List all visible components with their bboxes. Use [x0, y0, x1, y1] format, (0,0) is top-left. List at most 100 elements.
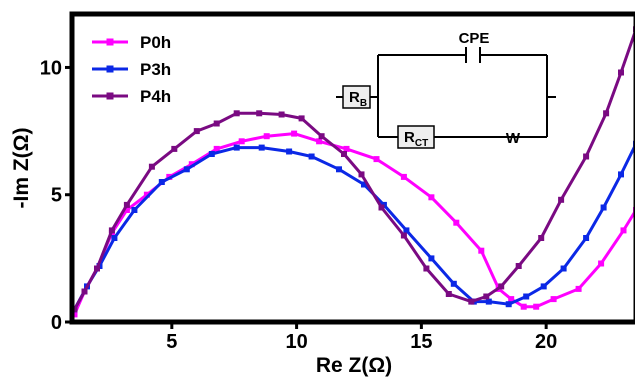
legend-item-p4h: P4h	[92, 87, 171, 106]
data-point-p3h-12	[336, 166, 342, 173]
data-point-p0h-11	[291, 130, 298, 137]
legend-label-p0h: P0h	[140, 33, 171, 52]
y-tick-label-0: 0	[51, 312, 62, 334]
rb-label-sub: B	[360, 98, 367, 109]
data-point-p3h-20	[505, 301, 512, 308]
data-point-p4h-9	[233, 110, 240, 117]
data-point-p4h-18	[423, 265, 430, 272]
data-point-p4h-13	[318, 133, 325, 140]
series-line-p0h	[73, 132, 635, 316]
x-axis-title: Re Z(Ω)	[316, 354, 392, 377]
data-point-p3h-21	[523, 293, 530, 300]
data-point-p4h-11	[278, 111, 285, 118]
data-point-p0h-26	[620, 227, 627, 234]
series-p0h	[71, 130, 635, 318]
data-point-p3h-9	[258, 144, 265, 151]
x-tick-label-20: 20	[535, 331, 557, 353]
data-point-p3h-13	[361, 181, 367, 188]
data-point-p4h-6	[171, 145, 178, 152]
rct-label-main: R	[404, 129, 415, 146]
rct-label: RCT	[404, 129, 428, 149]
data-point-p0h-23	[550, 296, 557, 303]
plot-frame	[69, 11, 635, 325]
data-point-p0h-15	[400, 173, 407, 180]
data-point-p0h-25	[598, 260, 605, 267]
data-point-p4h-8	[213, 120, 220, 127]
data-point-p4h-24	[538, 235, 545, 241]
series-layer	[71, 26, 635, 318]
data-point-p3h-25	[600, 204, 607, 211]
y-axis-title: -Im Z(Ω)	[10, 128, 33, 209]
data-point-p4h-22	[498, 283, 505, 290]
legend-label-p4h: P4h	[140, 87, 171, 106]
data-point-p4h-3	[108, 227, 115, 234]
data-point-p0h-18	[478, 247, 485, 254]
data-point-p3h-5	[158, 179, 165, 185]
data-point-p0h-7	[188, 161, 195, 168]
y-tick-label-10: 10	[40, 57, 62, 79]
data-point-p4h-7	[193, 128, 200, 135]
legend-marker-p4h	[106, 92, 114, 100]
data-point-p3h-4	[131, 207, 138, 213]
data-point-p0h-14	[373, 156, 380, 163]
data-point-p4h-12	[298, 115, 305, 122]
series-line-p4h	[73, 28, 635, 311]
data-point-p3h-23	[560, 265, 567, 272]
data-point-p4h-20	[468, 298, 475, 305]
data-point-p3h-10	[286, 148, 293, 155]
data-point-p3h-15	[403, 227, 410, 234]
data-point-p0h-17	[453, 219, 460, 226]
rb-label-main: R	[349, 89, 360, 106]
data-point-p0h-5	[143, 191, 150, 198]
x-tick-label-5: 5	[166, 331, 177, 353]
rct-label-sub: CT	[415, 138, 428, 149]
rb-label: RB	[349, 89, 367, 109]
data-point-p0h-20	[508, 296, 515, 303]
data-point-p4h-21	[483, 293, 490, 300]
warburg-label: W	[506, 130, 521, 147]
data-point-p0h-22	[533, 303, 540, 310]
legend-item-p3h: P3h	[92, 60, 171, 79]
data-point-p4h-19	[445, 291, 452, 297]
cpe-label: CPE	[459, 30, 490, 47]
data-point-p4h-15	[358, 171, 365, 178]
data-point-p0h-10	[263, 133, 270, 140]
data-point-p0h-13	[343, 145, 350, 152]
legend-item-p0h: P0h	[92, 33, 171, 52]
data-point-p3h-3	[111, 235, 118, 241]
data-point-p3h-11	[308, 153, 315, 160]
data-point-p4h-23	[515, 263, 522, 269]
x-tick-label-10: 10	[285, 331, 307, 353]
ticks-layer: 5 10 15 20 0 5 10	[40, 57, 558, 353]
data-point-p0h-12	[316, 138, 323, 145]
equivalent-circuit	[336, 47, 556, 149]
data-point-p0h-9	[238, 138, 245, 145]
data-point-p0h-16	[428, 194, 435, 201]
data-point-p4h-17	[400, 232, 407, 239]
data-point-p3h-16	[428, 255, 435, 262]
data-point-p4h-5	[148, 163, 155, 170]
data-point-p0h-24	[575, 285, 582, 292]
data-point-p4h-10	[256, 110, 263, 117]
data-point-p3h-22	[540, 283, 547, 290]
data-point-p3h-26	[618, 171, 624, 178]
data-point-p4h-27	[603, 110, 610, 117]
data-point-p4h-16	[378, 204, 385, 211]
data-point-p0h-8	[213, 145, 220, 152]
data-point-p3h-17	[450, 280, 457, 287]
data-point-p3h-6	[183, 166, 190, 173]
x-tick-label-15: 15	[410, 331, 432, 353]
data-point-p4h-25	[558, 196, 565, 203]
legend: P0h P3h P4h	[92, 33, 171, 106]
legend-label-p3h: P3h	[140, 60, 171, 79]
data-point-p4h-1	[81, 288, 88, 295]
data-point-p0h-21	[520, 303, 527, 310]
data-point-p4h-28	[618, 69, 624, 76]
data-point-p4h-26	[583, 153, 590, 160]
data-point-p4h-14	[341, 151, 347, 157]
y-tick-label-5: 5	[51, 185, 62, 207]
data-point-p4h-2	[94, 265, 100, 272]
data-point-p3h-7	[208, 151, 215, 157]
legend-marker-p3h	[106, 65, 114, 73]
